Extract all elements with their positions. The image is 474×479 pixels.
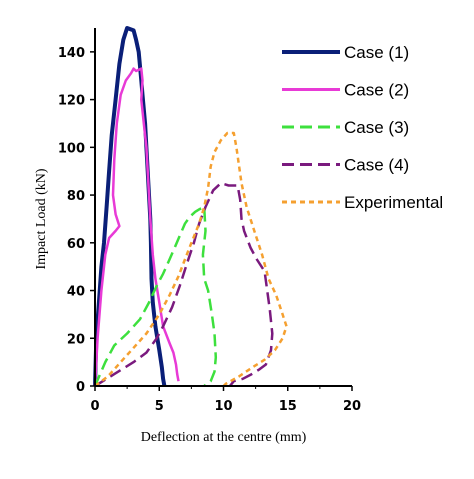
y-axis-title: Impact Load (kN) — [34, 168, 49, 269]
x-tick-label: 0 — [90, 399, 99, 414]
y-tick-label: 140 — [58, 46, 85, 61]
legend-label-1: Case (1) — [344, 43, 409, 62]
axes: 0 5 10 15 20 0 20 40 60 80 100 120 140 — [58, 28, 361, 414]
series-line-2 — [93, 67, 180, 387]
x-axis-ticks: 0 5 10 15 20 — [90, 386, 361, 414]
x-axis-title: Deflection at the centre (mm) — [141, 430, 307, 445]
series-line-3 — [93, 205, 218, 388]
legend: Case (1) Case (2) Case (3) Case (4) Experime… — [282, 43, 443, 212]
y-tick-label: 80 — [67, 189, 85, 204]
y-tick-label: 120 — [58, 94, 85, 109]
series-layer — [93, 26, 288, 388]
y-tick-label: 0 — [76, 380, 85, 395]
y-tick-label: 100 — [58, 141, 85, 156]
legend-label-4: Case (4) — [344, 156, 409, 175]
x-tick-label: 5 — [155, 399, 164, 414]
y-tick-label: 40 — [67, 285, 85, 300]
y-tick-label: 60 — [67, 237, 85, 252]
legend-label-2: Case (2) — [344, 81, 409, 100]
series-line-1 — [93, 26, 167, 387]
series-line-4 — [94, 181, 274, 388]
y-axis-ticks: 0 20 40 60 80 100 120 140 — [58, 46, 95, 395]
x-tick-label: 10 — [214, 399, 232, 414]
x-tick-label: 20 — [343, 399, 361, 414]
y-tick-label: 20 — [67, 332, 85, 347]
legend-label-5: Experimental — [344, 193, 443, 212]
legend-label-3: Case (3) — [344, 118, 409, 137]
x-tick-label: 15 — [279, 399, 297, 414]
